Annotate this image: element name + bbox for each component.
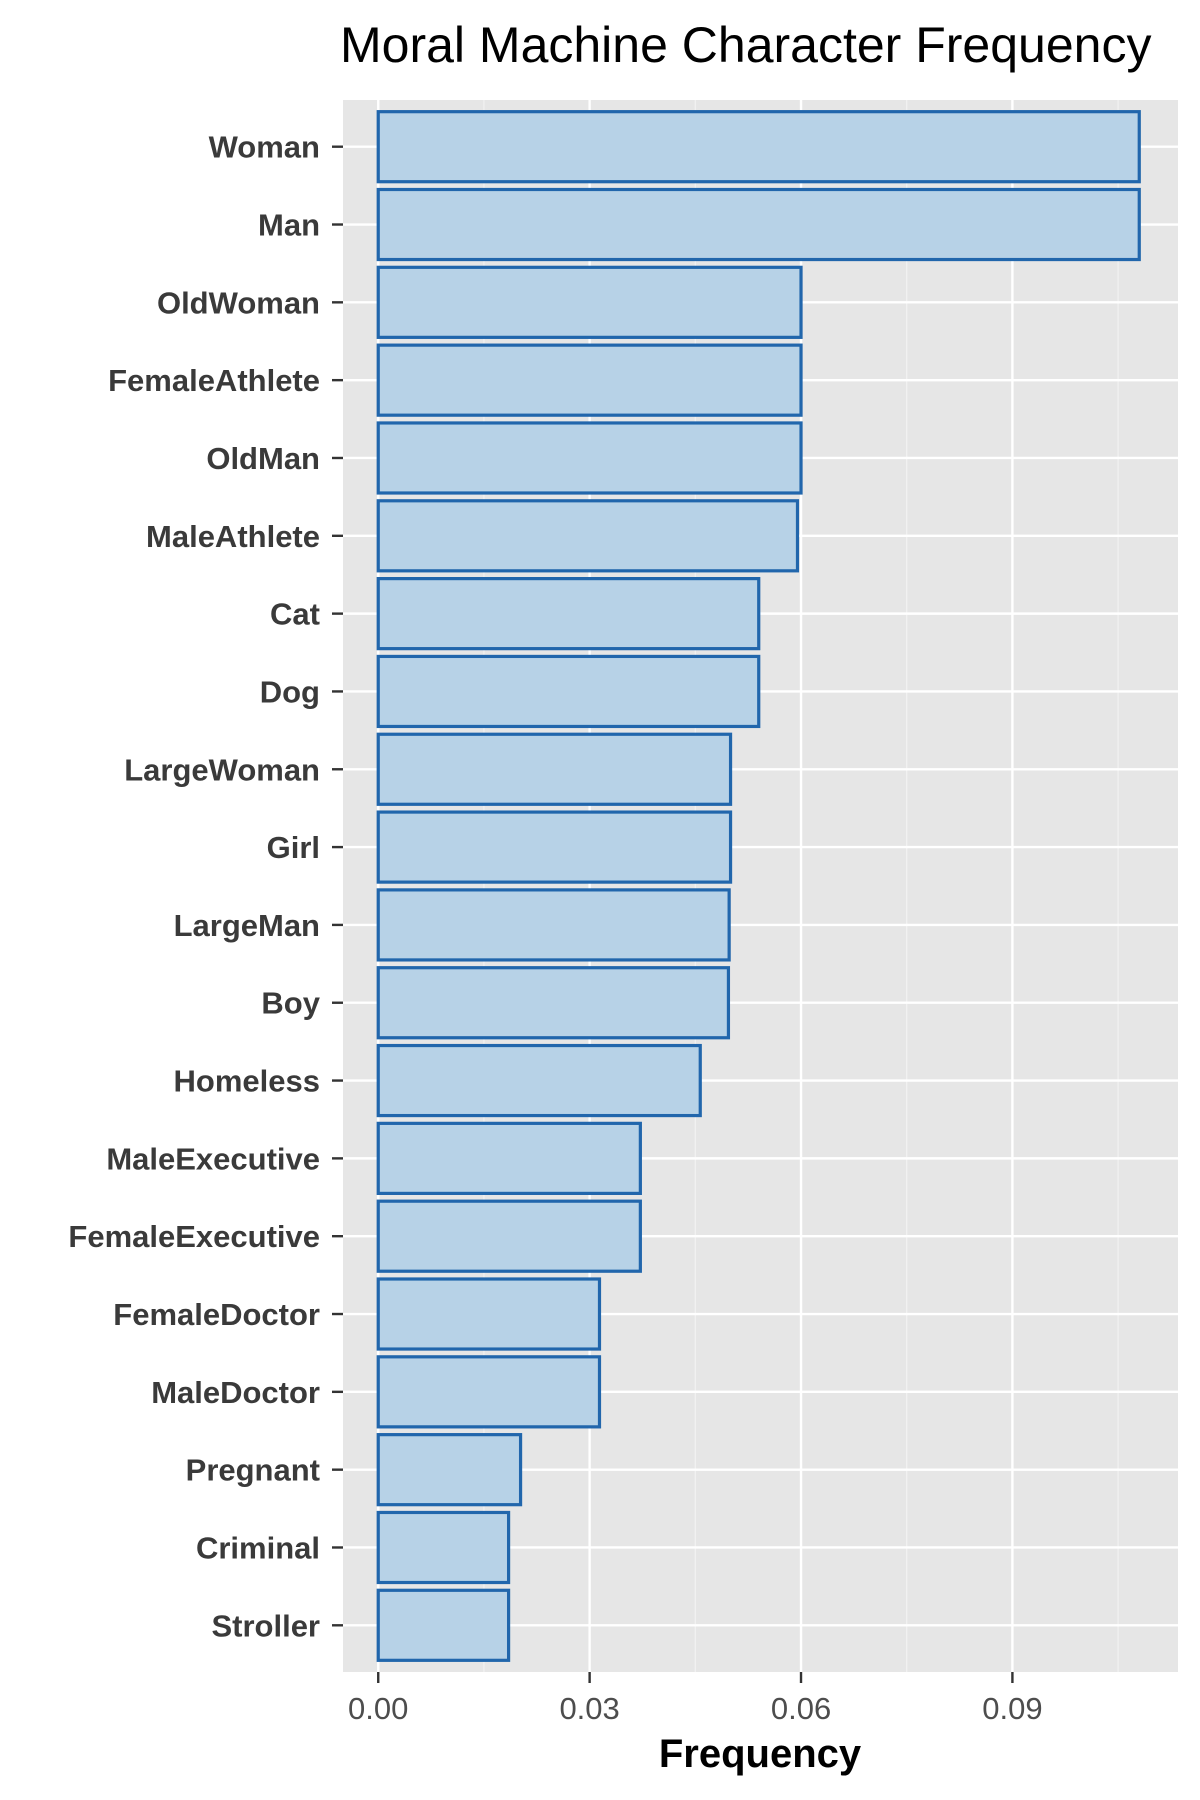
x-tick-label: 0.09 (982, 1691, 1042, 1726)
bar-Dog (376, 654, 761, 729)
bar-Cat (376, 577, 761, 651)
bar-Boy (376, 966, 731, 1040)
bar-LargeMan (376, 888, 731, 962)
bar-FemaleAthlete (376, 343, 803, 417)
y-tick-label: OldWoman (157, 285, 320, 320)
y-tick-label: Pregnant (186, 1453, 320, 1488)
y-tick-label: MaleExecutive (106, 1141, 320, 1176)
bar-Homeless (376, 1043, 702, 1118)
y-axis: Woman Man OldWoman FemaleAthlete OldMan MaleA… (68, 130, 343, 1643)
bar-FemaleDoctor (376, 1277, 602, 1351)
y-tick-label: Man (258, 208, 320, 243)
bar-OldWoman (376, 265, 803, 339)
bar-Pregnant (376, 1433, 523, 1507)
bar-Girl (376, 810, 733, 884)
bar-OldMan (376, 421, 803, 495)
x-axis: 0.00 0.03 0.06 0.09 (348, 1672, 1043, 1726)
bars (376, 110, 1141, 1662)
y-tick-label: Girl (267, 830, 320, 865)
y-tick-label: Homeless (174, 1064, 320, 1099)
bar-MaleDoctor (376, 1355, 602, 1429)
bar-Criminal (376, 1510, 511, 1585)
chart-title: Moral Machine Character Frequency (340, 17, 1151, 73)
y-tick-label: OldMan (206, 441, 320, 476)
x-axis-title: Frequency (659, 1732, 862, 1776)
y-tick-label: FemaleExecutive (68, 1219, 320, 1254)
bar-MaleExecutive (376, 1121, 642, 1195)
y-tick-label: LargeWoman (124, 752, 320, 787)
y-tick-label: Cat (270, 597, 320, 632)
y-tick-label: MaleAthlete (146, 519, 320, 554)
y-tick-label: LargeMan (174, 908, 320, 943)
y-tick-label: Dog (260, 674, 320, 709)
bar-MaleAthlete (376, 499, 800, 573)
x-tick-label: 0.00 (348, 1691, 408, 1726)
y-tick-label: FemaleAthlete (108, 363, 320, 398)
x-tick-label: 0.06 (771, 1691, 831, 1726)
bar-FemaleExecutive (376, 1199, 642, 1273)
y-tick-label: Woman (209, 130, 320, 165)
y-tick-label: Boy (261, 986, 320, 1021)
bar-LargeWoman (376, 732, 733, 806)
y-tick-label: Criminal (196, 1530, 320, 1565)
y-tick-label: Stroller (211, 1608, 320, 1643)
bar-Stroller (376, 1588, 511, 1662)
y-tick-label: FemaleDoctor (113, 1297, 320, 1332)
y-tick-label: MaleDoctor (151, 1375, 320, 1410)
x-tick-label: 0.03 (559, 1691, 619, 1726)
bar-Man (376, 187, 1141, 262)
bar-Woman (376, 110, 1141, 184)
